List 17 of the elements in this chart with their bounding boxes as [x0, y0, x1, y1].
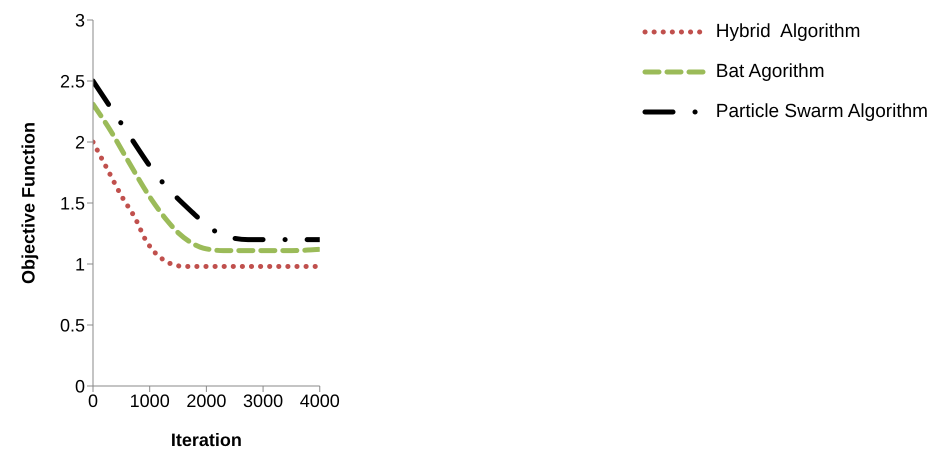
legend-label: Bat Agorithm: [716, 61, 825, 83]
y-tick-label: 2.5: [60, 71, 85, 92]
x-tick-label: 2000: [186, 390, 226, 411]
x-tick-label: 3000: [243, 390, 284, 411]
y-tick-label: 0.5: [60, 315, 85, 336]
y-tick-label: 2: [74, 132, 85, 152]
legend-label: Hybrid Algorithm: [716, 21, 860, 43]
y-tick-label: 0: [74, 376, 85, 396]
x-axis-title: Iteration: [170, 430, 242, 450]
x-tick-label: 0: [88, 390, 98, 411]
y-tick-label: 1: [74, 254, 85, 274]
legend-label: Particle Swarm Algorithm: [716, 101, 928, 123]
y-tick-label: 1.5: [60, 193, 85, 214]
x-tick-label: 1000: [130, 390, 170, 411]
y-axis-title: Objective Function: [18, 122, 38, 284]
y-tick-label: 3: [74, 10, 85, 30]
x-tick-label: 4000: [300, 390, 340, 411]
